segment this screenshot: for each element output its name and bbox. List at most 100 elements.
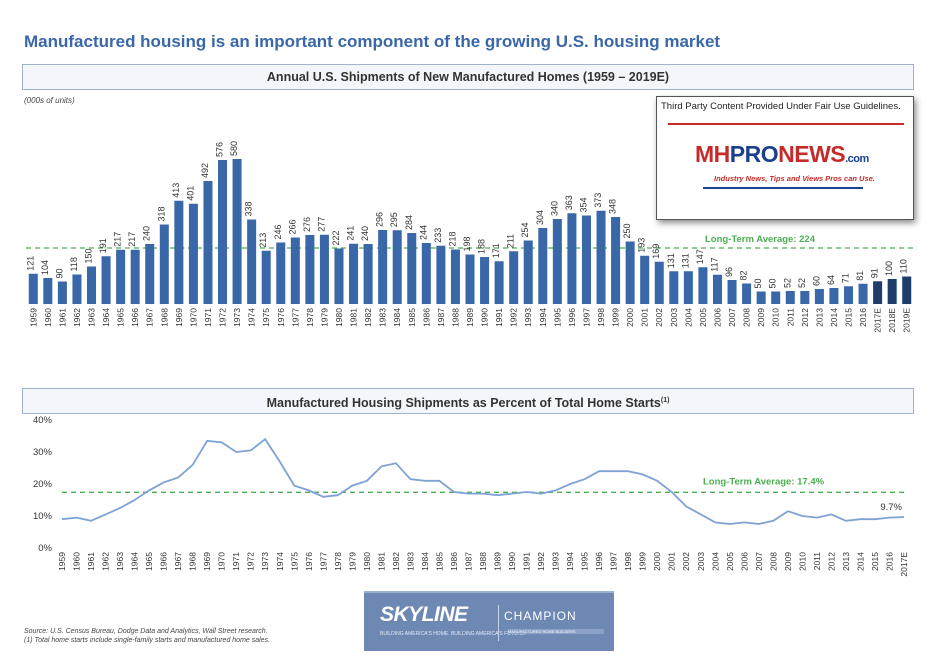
- bar: [625, 241, 635, 304]
- x-tick-label: 1998: [623, 552, 633, 571]
- bar-value-label: 193: [637, 238, 647, 253]
- x-tick-label: 1959: [57, 552, 67, 571]
- bar: [436, 245, 446, 304]
- bar-value-label: 413: [171, 183, 181, 198]
- bar: [771, 291, 781, 304]
- bar: [247, 219, 257, 304]
- x-tick-label: 1962: [101, 552, 111, 571]
- x-tick-label: 2013: [814, 308, 824, 327]
- bar-value-label: 52: [782, 278, 792, 288]
- bar-value-label: 318: [156, 206, 166, 221]
- brand-logo-bar: SKYLINE BUILDING AMERICA'S HOME. BUILDIN…: [364, 591, 614, 651]
- x-tick-label: 1964: [101, 308, 111, 327]
- bar: [188, 203, 198, 304]
- bar-value-label: 246: [273, 224, 283, 239]
- bar: [829, 288, 839, 304]
- x-tick-label: 1980: [334, 308, 344, 327]
- x-tick-label: 1994: [538, 308, 548, 327]
- brand-divider: [498, 605, 499, 641]
- bar-value-label: 492: [200, 163, 210, 178]
- bar-value-label: 121: [25, 256, 35, 271]
- champion-tagline: MANUFACTURED HOME BUILDERS: [508, 629, 604, 634]
- x-tick-label: 1992: [536, 552, 546, 571]
- bar: [858, 283, 868, 304]
- percent-series-line: [61, 437, 905, 525]
- bar: [378, 230, 388, 304]
- bar: [450, 249, 460, 304]
- x-tick-label: 2008: [768, 552, 778, 571]
- x-tick-label: 2012: [826, 552, 836, 571]
- x-tick-label: 2016: [884, 552, 894, 571]
- x-tick-label: 1989: [465, 308, 475, 327]
- bar: [319, 234, 329, 304]
- shipments-chart-title: Annual U.S. Shipments of New Manufacture…: [22, 64, 914, 90]
- mhpronews-logo: MHPRONEWS.com: [695, 141, 869, 168]
- x-tick-label: 2008: [742, 308, 752, 327]
- x-tick-label: 2012: [800, 308, 810, 327]
- x-tick-label: 2000: [625, 308, 635, 327]
- bar-value-label: 96: [724, 267, 734, 277]
- watermark-caption: Third Party Content Provided Under Fair …: [661, 101, 901, 112]
- bar-value-label: 82: [739, 270, 749, 280]
- bar-value-label: 50: [768, 278, 778, 288]
- x-tick-label: 2011: [785, 308, 795, 327]
- bar-value-label: 150: [84, 248, 94, 263]
- x-tick-label: 1969: [202, 552, 212, 571]
- x-tick-label: 1995: [552, 308, 562, 327]
- bar: [494, 261, 504, 304]
- bar-value-label: 118: [69, 257, 79, 271]
- x-tick-label: 1989: [493, 552, 503, 571]
- x-tick-label: 1971: [203, 308, 213, 327]
- bar: [290, 237, 300, 304]
- x-tick-label: 2016: [858, 308, 868, 327]
- x-tick-label: 2001: [640, 308, 650, 327]
- x-tick-label: 1991: [522, 552, 532, 571]
- x-tick-label: 1995: [580, 552, 590, 571]
- bar: [116, 249, 126, 304]
- x-tick-label: 2015: [843, 308, 853, 327]
- bar: [392, 230, 402, 304]
- skyline-logo: SKYLINE: [380, 603, 468, 626]
- bar-value-label: 64: [826, 275, 836, 285]
- bar: [785, 291, 795, 304]
- bar-value-label: 217: [127, 232, 137, 247]
- x-tick-label: 2010: [771, 308, 781, 327]
- bar-value-label: 169: [651, 244, 661, 259]
- bar-value-label: 254: [520, 222, 530, 237]
- x-tick-label: 1987: [463, 552, 473, 571]
- page-title: Manufactured housing is an important com…: [24, 32, 721, 51]
- x-tick-label: 1976: [304, 552, 314, 571]
- bar: [363, 244, 373, 304]
- champion-logo: CHAMPION: [504, 609, 577, 623]
- bar-value-label: 110: [899, 259, 909, 273]
- bar: [480, 257, 490, 304]
- x-tick-label: 1973: [260, 552, 270, 571]
- x-tick-label: 2014: [829, 308, 839, 327]
- x-tick-label: 1975: [289, 552, 299, 571]
- x-tick-label: 1986: [421, 308, 431, 327]
- x-tick-label: 1999: [638, 552, 648, 571]
- bar-value-label: 198: [462, 236, 472, 251]
- bar: [814, 289, 824, 304]
- mhpronews-tagline: Industry News, Tips and Views Pros can U…: [714, 174, 875, 183]
- x-tick-label: 2001: [667, 552, 677, 571]
- x-tick-label: 1980: [362, 552, 372, 571]
- bar: [43, 278, 53, 304]
- x-tick-label: 1984: [420, 552, 430, 571]
- x-tick-label: 1966: [159, 552, 169, 571]
- bar-value-label: 90: [54, 268, 64, 278]
- x-tick-label: 1973: [232, 308, 242, 327]
- bar-value-label: 401: [185, 186, 195, 201]
- bar: [523, 240, 533, 304]
- bar: [101, 256, 111, 304]
- bar-value-label: 171: [491, 243, 501, 258]
- bar: [683, 271, 693, 304]
- x-tick-label: 1963: [87, 308, 97, 327]
- bar-value-label: 50: [753, 278, 763, 288]
- bar-value-label: 284: [404, 215, 414, 230]
- logo-mh: MH: [695, 141, 730, 167]
- bar: [276, 242, 286, 304]
- x-tick-label: 1970: [217, 552, 227, 571]
- source-note-line-2: (1) Total home starts include single-fam…: [24, 637, 271, 644]
- x-tick-label: 2013: [841, 552, 851, 571]
